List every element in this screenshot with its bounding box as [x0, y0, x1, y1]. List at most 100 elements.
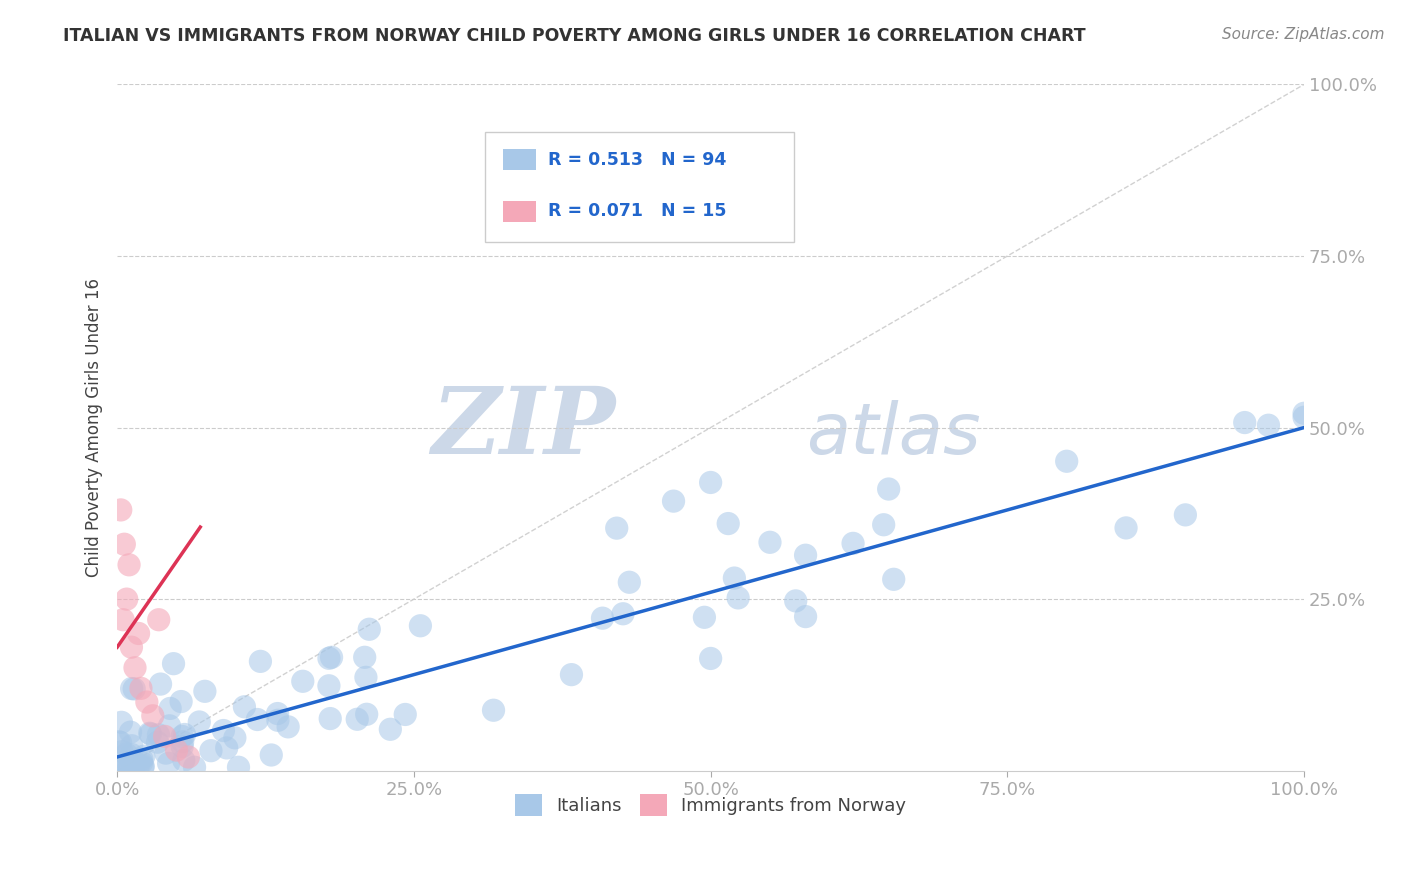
Point [560, 667, 582, 681]
Point [321, 650, 343, 665]
Point [188, 714, 211, 729]
Point [129, 681, 152, 696]
Text: ZIP: ZIP [432, 383, 616, 473]
Point [699, 651, 721, 665]
Point [354, 670, 377, 684]
Point [346, 712, 368, 726]
Point [1174, 508, 1197, 522]
Point [612, 607, 634, 621]
Point [1257, 418, 1279, 433]
Point [318, 651, 340, 665]
Point [122, 760, 145, 774]
Point [727, 591, 749, 605]
Point [132, 749, 155, 764]
FancyBboxPatch shape [503, 201, 536, 222]
FancyBboxPatch shape [485, 133, 794, 243]
Point [128, 626, 150, 640]
Legend: Italians, Immigrants from Norway: Italians, Immigrants from Norway [508, 787, 914, 823]
Point [319, 712, 342, 726]
Text: R = 0.071   N = 15: R = 0.071 N = 15 [548, 202, 727, 220]
Point [112, 537, 135, 551]
Point [170, 730, 193, 744]
Point [842, 536, 865, 550]
Point [120, 725, 142, 739]
Point [228, 760, 250, 774]
Text: Source: ZipAtlas.com: Source: ZipAtlas.com [1222, 27, 1385, 42]
Point [291, 674, 314, 689]
Point [153, 730, 176, 744]
Point [173, 727, 195, 741]
Point [121, 681, 143, 696]
Point [699, 475, 721, 490]
Point [172, 739, 194, 754]
Point [149, 677, 172, 691]
Point [131, 752, 153, 766]
Point [883, 572, 905, 586]
Point [662, 494, 685, 508]
Point [135, 695, 157, 709]
Point [693, 610, 716, 624]
Text: R = 0.513   N = 94: R = 0.513 N = 94 [548, 151, 727, 169]
Point [353, 650, 375, 665]
Point [172, 735, 194, 749]
Point [619, 575, 641, 590]
Point [162, 657, 184, 671]
Point [717, 516, 740, 531]
Point [794, 548, 817, 562]
Point [170, 694, 193, 708]
Point [115, 747, 138, 761]
Point [122, 681, 145, 696]
Point [267, 713, 290, 727]
Point [1294, 406, 1316, 420]
Point [246, 713, 269, 727]
Point [260, 747, 283, 762]
Point [159, 719, 181, 733]
Point [148, 613, 170, 627]
Point [132, 759, 155, 773]
Point [118, 558, 141, 572]
Point [266, 706, 288, 721]
Point [121, 747, 143, 762]
Point [200, 744, 222, 758]
Text: ITALIAN VS IMMIGRANTS FROM NORWAY CHILD POVERTY AMONG GIRLS UNDER 16 CORRELATION: ITALIAN VS IMMIGRANTS FROM NORWAY CHILD … [63, 27, 1085, 45]
Point [111, 745, 134, 759]
Y-axis label: Child Poverty Among Girls Under 16: Child Poverty Among Girls Under 16 [86, 278, 103, 577]
Point [132, 760, 155, 774]
Point [112, 613, 135, 627]
FancyBboxPatch shape [503, 149, 536, 170]
Point [1115, 521, 1137, 535]
Point [1294, 410, 1316, 425]
Point [394, 707, 416, 722]
Point [359, 622, 381, 636]
Point [177, 750, 200, 764]
Point [146, 735, 169, 749]
Point [118, 760, 141, 774]
Point [155, 746, 177, 760]
Point [877, 482, 900, 496]
Point [194, 684, 217, 698]
Point [107, 734, 129, 748]
Point [138, 726, 160, 740]
Point [1056, 454, 1078, 468]
Point [110, 715, 132, 730]
Point [318, 679, 340, 693]
Point [139, 727, 162, 741]
Point [249, 654, 271, 668]
Point [277, 720, 299, 734]
Point [128, 758, 150, 772]
Point [131, 756, 153, 770]
Point [166, 743, 188, 757]
Point [873, 517, 896, 532]
Point [723, 571, 745, 585]
Point [118, 760, 141, 774]
Point [212, 723, 235, 738]
Point [409, 619, 432, 633]
Point [606, 521, 628, 535]
Point [114, 760, 136, 774]
Point [148, 728, 170, 742]
Point [785, 594, 807, 608]
Point [110, 503, 132, 517]
Point [183, 760, 205, 774]
Point [108, 760, 131, 774]
Point [794, 609, 817, 624]
